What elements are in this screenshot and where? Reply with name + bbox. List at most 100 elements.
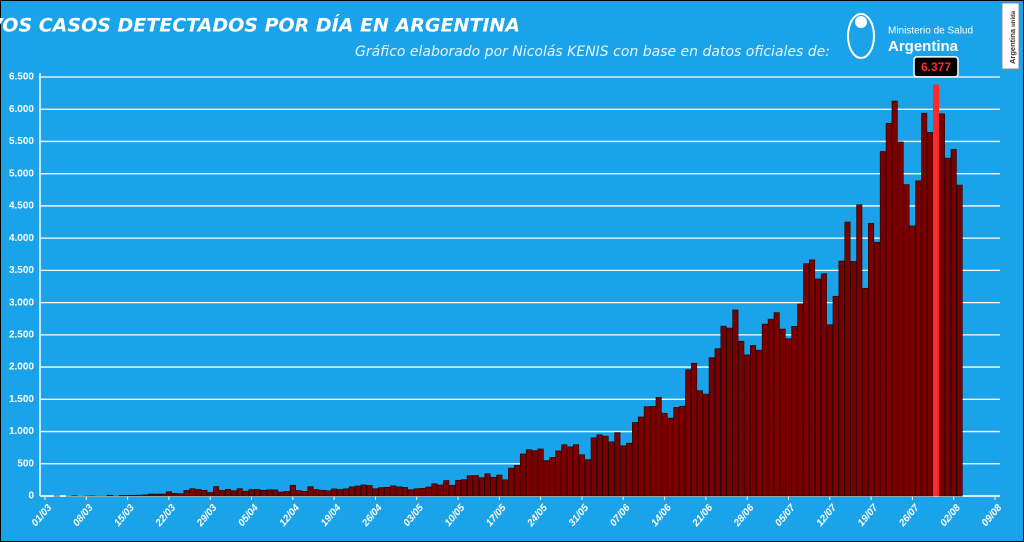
bar: [514, 465, 521, 497]
x-tick-label: 02/08: [939, 502, 964, 529]
bar: [360, 484, 367, 497]
value-label: 6.377: [921, 60, 951, 74]
bar: [944, 157, 951, 497]
bar: [785, 338, 792, 497]
bar: [891, 100, 898, 497]
bar: [779, 328, 786, 497]
bar: [909, 225, 916, 497]
bar: [136, 494, 143, 497]
x-tick-label: 09/08: [980, 502, 1005, 529]
bar: [472, 475, 479, 497]
bar: [396, 486, 403, 497]
bar: [814, 278, 821, 497]
bar: [626, 442, 633, 497]
bar: [490, 476, 497, 497]
x-tick-label: 22/03: [153, 502, 178, 529]
bar: [466, 475, 473, 497]
bar: [590, 437, 597, 497]
bar: [230, 490, 237, 497]
bar: [307, 486, 314, 497]
bar: [897, 141, 904, 497]
bar: [283, 490, 290, 497]
bar: [915, 180, 922, 497]
logo-line1: Ministerio de Salud: [888, 26, 973, 37]
bar: [637, 416, 644, 497]
bar: [649, 406, 656, 497]
y-tick-label: 4.500: [9, 201, 34, 212]
y-tick-label: 3.000: [9, 297, 34, 308]
bar: [478, 477, 485, 497]
bar: [325, 490, 332, 497]
bar: [602, 435, 609, 497]
bar: [496, 474, 503, 497]
bar: [696, 390, 703, 497]
bar: [443, 480, 450, 497]
bar: [868, 222, 875, 497]
bar: [342, 488, 349, 497]
bar: [773, 312, 780, 497]
x-tick-label: 08/03: [71, 502, 96, 529]
bar: [266, 489, 273, 497]
x-tick-label: 17/05: [484, 502, 509, 529]
bar: [950, 149, 957, 497]
bar: [142, 494, 149, 497]
bar: [567, 446, 574, 497]
bar: [118, 495, 125, 497]
bar: [714, 348, 721, 497]
bar: [390, 485, 397, 497]
bar: [673, 407, 680, 497]
y-tick-label: 1.000: [9, 426, 34, 437]
bar: [850, 261, 857, 497]
bar: [484, 473, 491, 497]
bar: [826, 324, 833, 497]
bar: [614, 432, 621, 497]
bar: [313, 489, 320, 497]
bar: [236, 488, 243, 497]
bar: [838, 260, 845, 497]
y-tick-label: 500: [17, 458, 34, 469]
bar: [620, 445, 627, 497]
bar: [691, 362, 698, 497]
bar: [702, 393, 709, 497]
y-tick-label: 5.500: [9, 136, 34, 147]
bar: [159, 493, 167, 497]
y-tick-label: 1.500: [9, 394, 34, 405]
bar: [732, 309, 739, 497]
bar: [578, 454, 585, 497]
x-tick-label: 29/03: [194, 502, 219, 529]
x-tick-label: 01/03: [30, 502, 55, 529]
bar: [720, 325, 727, 497]
bar: [260, 490, 267, 497]
bar: [171, 493, 178, 497]
bar: [525, 449, 532, 497]
bar: [844, 221, 851, 497]
bar: [248, 489, 255, 497]
x-tick-label: 21/06: [690, 502, 715, 529]
x-tick-label: 19/04: [319, 502, 344, 529]
bar: [661, 413, 668, 497]
bar: [195, 489, 202, 497]
bar: [502, 479, 509, 497]
x-tick-label: 05/04: [236, 502, 261, 529]
bar: [879, 151, 886, 497]
x-tick-label: 05/07: [773, 502, 798, 529]
bar: [832, 295, 839, 497]
bar: [254, 489, 261, 497]
bar: [767, 318, 774, 497]
bar: [761, 323, 768, 497]
x-tick-label: 26/04: [360, 502, 385, 529]
bar: [791, 326, 798, 497]
bar: [413, 488, 420, 497]
bar: [224, 488, 231, 497]
y-tick-label: 0: [28, 491, 34, 502]
bar: [549, 457, 556, 497]
bar: [189, 488, 196, 497]
bar: [643, 406, 650, 497]
bar: [449, 485, 456, 497]
bar: [460, 479, 467, 497]
bar: [809, 259, 816, 497]
x-tick-label: 12/04: [278, 502, 303, 529]
bar: [183, 490, 190, 497]
bar: [431, 483, 438, 497]
bar: [543, 460, 550, 497]
